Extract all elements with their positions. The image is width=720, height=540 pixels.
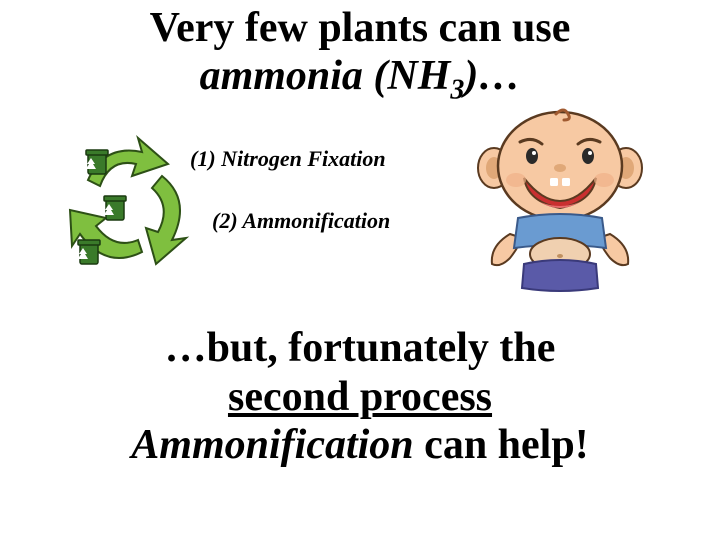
title-line2-suffix: )…: [464, 53, 520, 99]
title-line2-prefix: ammonia (NH: [200, 53, 451, 99]
bottom-line3: Ammonification can help!: [0, 421, 720, 469]
bottom-line3-rest: can help!: [414, 422, 589, 468]
baby-cartoon-icon: [470, 106, 650, 296]
baby-eye-right: [582, 148, 594, 164]
bottom-line1: …but, fortunately the: [0, 324, 720, 372]
process-labels: (1) Nitrogen Fixation (2) Ammonification: [190, 146, 390, 234]
bottom-text-block: …but, fortunately the second process Amm…: [0, 324, 720, 469]
process-2-label: (2) Ammonification: [212, 208, 390, 234]
title-line1: Very few plants can use: [0, 4, 720, 52]
baby-pants: [522, 260, 598, 291]
middle-graphics-row: (1) Nitrogen Fixation (2) Ammonification: [0, 106, 720, 316]
title-line2: ammonia (NH3)…: [0, 52, 720, 106]
recycle-arrow-2: [146, 176, 186, 264]
title-block: Very few plants can use ammonia (NH3)…: [0, 0, 720, 106]
baby-nose: [554, 164, 566, 172]
recycle-icon: [50, 124, 210, 284]
title-line2-sub: 3: [450, 74, 464, 105]
bottom-line3-italic: Ammonification: [131, 422, 413, 468]
bottom-line2: second process: [0, 373, 720, 421]
bottom-line2-underlined: second process: [228, 374, 492, 420]
baby-eye-left: [526, 148, 538, 164]
process-1-label: (1) Nitrogen Fixation: [190, 146, 390, 172]
